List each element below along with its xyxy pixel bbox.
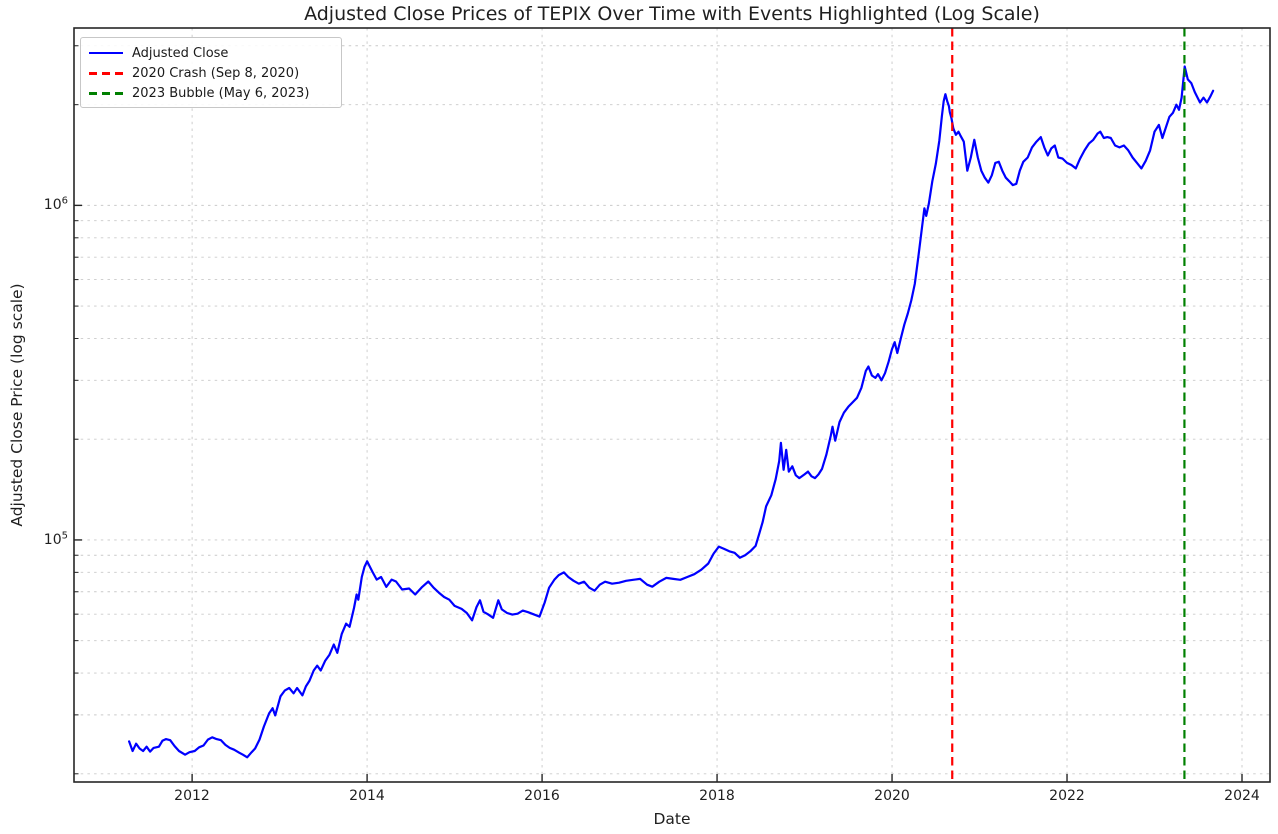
legend-item-adjusted-close: Adjusted Close [89,43,333,63]
x-tick-label: 2020 [874,788,910,804]
plot-border [73,27,1271,783]
legend-item-2023-bubble: 2023 Bubble (May 6, 2023) [89,83,333,103]
y-axis-label: Adjusted Close Price (log scale) [8,283,26,527]
legend-label: Adjusted Close [132,45,229,61]
x-tick-label: 2012 [174,788,210,804]
x-tick-label: 2016 [524,788,560,804]
x-tick-label: 2014 [349,788,385,804]
x-tick-label: 2018 [699,788,735,804]
x-tick-label: 2024 [1224,788,1260,804]
legend-label: 2023 Bubble (May 6, 2023) [132,85,310,101]
chart-title: Adjusted Close Prices of TEPIX Over Time… [304,3,1040,25]
x-axis-label: Date [653,810,691,828]
y-tick-label: 106 [43,195,68,213]
x-tick-label: 2022 [1049,788,1085,804]
legend-line-sample-green-dashed [89,91,123,95]
y-tick-label: 105 [43,530,68,548]
legend-line-sample-red-dashed [89,71,123,75]
legend-line-sample-blue [89,51,123,55]
legend: Adjusted Close 2020 Crash (Sep 8, 2020) … [80,37,342,108]
legend-label: 2020 Crash (Sep 8, 2020) [132,65,300,81]
adjusted-close-line [128,65,1215,759]
legend-item-2020-crash: 2020 Crash (Sep 8, 2020) [89,63,333,83]
